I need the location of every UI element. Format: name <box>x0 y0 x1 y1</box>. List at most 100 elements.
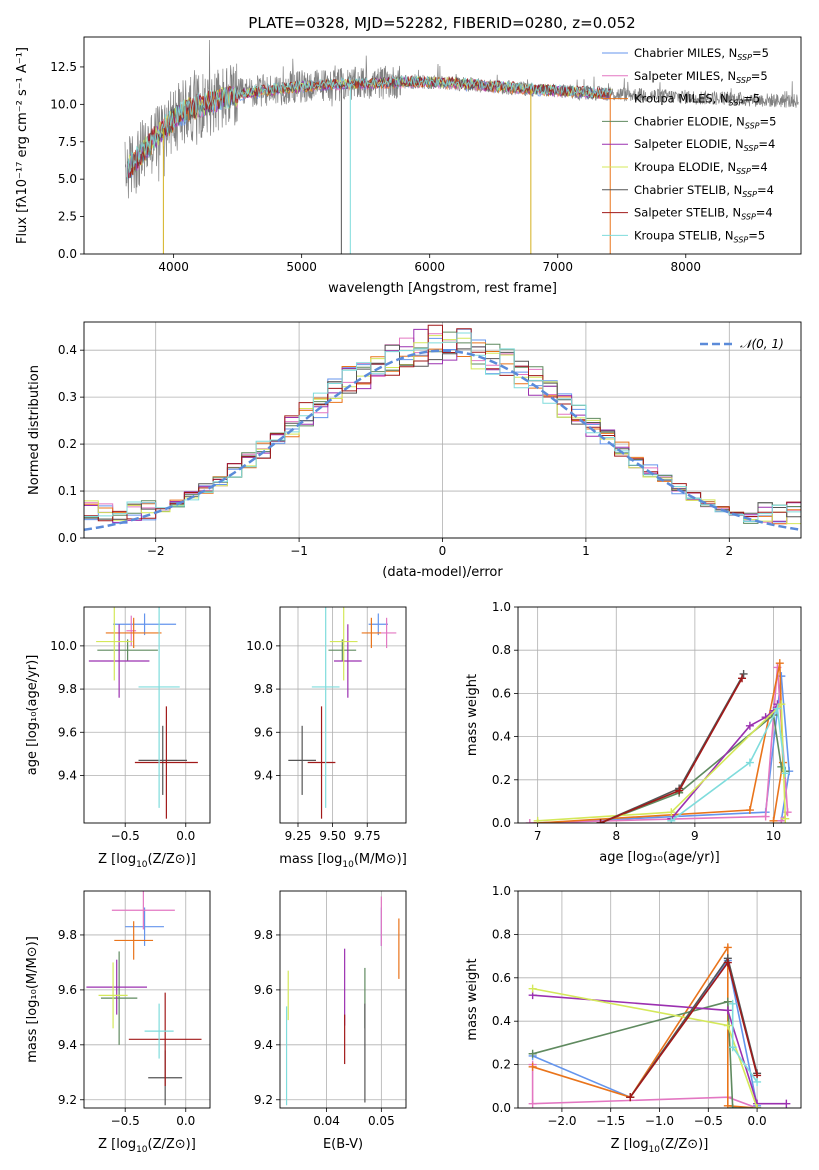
y-tick-label: 0.0 <box>58 531 77 545</box>
axes-frame <box>83 36 802 255</box>
mass-weight-marker <box>525 819 534 823</box>
panel-mass-weight-vs-age: 7 8 9 10 0.0 0.2 0.4 0.6 0.8 1.0 age [log₁₀(age/yr… <box>465 600 802 865</box>
mass-weight-marker <box>745 758 754 767</box>
axes-frame <box>83 606 211 824</box>
mass-weight-marker <box>528 1049 537 1058</box>
grid <box>84 891 210 1108</box>
y-tick-label: 12.5 <box>50 60 77 74</box>
label-part: (Z/Z⊙)] <box>660 1137 708 1152</box>
mass-weight-marker <box>723 997 732 1006</box>
x-tick-label: 0.0 <box>748 1114 767 1128</box>
label-subscript: 10 <box>136 1145 148 1155</box>
mass-weight-line <box>532 994 787 1105</box>
mass-weight-marker <box>675 786 684 795</box>
mass-weight-line <box>670 705 787 822</box>
panel-spectrum: 4000 5000 6000 7000 8000 0.0 2.5 5.0 7.5 10.0 12.5… <box>15 36 802 296</box>
y-tick-label: 10.0 <box>246 639 273 653</box>
legend-text: =4 <box>757 183 774 197</box>
legend-text: Chabrier ELODIE, N <box>634 114 745 128</box>
y-tick-label: 1.0 <box>492 884 511 898</box>
y-tick-label: 0.8 <box>492 643 511 657</box>
mass-weight-marker <box>723 1006 732 1015</box>
mass-weight-marker <box>775 659 784 668</box>
legend-text: Kroupa MILES, N <box>634 92 729 106</box>
y-tick-label: 9.2 <box>58 1093 77 1107</box>
label-part: (Z/Z⊙)] <box>148 1137 196 1152</box>
x-axis-label: wavelength [Angstrom, rest frame] <box>328 281 557 296</box>
y-tick-label: 1.0 <box>492 600 511 614</box>
legend-text: =4 <box>758 137 775 151</box>
legend-subscript: SSP <box>741 213 756 222</box>
grid <box>280 607 406 823</box>
legend-text: =5 <box>743 92 760 106</box>
y-tick-label: 9.4 <box>58 768 77 782</box>
x-tick-label: 0.05 <box>368 1114 395 1128</box>
x-tick-label: −1 <box>290 544 308 558</box>
y-tick-label: 9.8 <box>254 682 273 696</box>
y-tick-label: 9.4 <box>254 768 273 782</box>
y-tick-label: 0.4 <box>58 343 77 357</box>
gaussian-curve <box>84 349 801 532</box>
y-tick-label: 9.6 <box>58 725 77 739</box>
y-tick-label: 9.8 <box>58 928 77 942</box>
plot-area <box>88 607 198 819</box>
mass-weight-marker <box>745 721 754 730</box>
y-tick-label: 0.3 <box>58 390 77 404</box>
y-tick-label: 9.6 <box>254 983 273 997</box>
label-part: Z [log <box>98 1137 136 1152</box>
x-tick-label: 6000 <box>414 260 445 274</box>
legend-text: =4 <box>751 160 768 174</box>
axes-frame <box>279 606 407 824</box>
legend-text: Salpeter STELIB, N <box>634 206 741 220</box>
x-axis-label: Z [log10(Z/Z⊙)] <box>98 852 196 870</box>
mass-weight-marker <box>773 704 782 713</box>
y-axis-label: age [log₁₀(age/yr)] <box>25 655 40 776</box>
x-tick-label: −2 <box>147 544 165 558</box>
y-axis-label: mass weight <box>465 958 480 1040</box>
plot-area <box>285 896 400 1106</box>
label-subscript: 10 <box>136 860 148 870</box>
x-tick-label: 9.25 <box>285 829 312 843</box>
mass-weight-line <box>600 677 743 823</box>
mass-weight-marker <box>528 984 537 993</box>
mass-weight-marker <box>528 1099 537 1108</box>
legend-entry: Salpeter STELIB, NSSP=4 <box>634 206 773 222</box>
x-tick-label: 5000 <box>286 260 317 274</box>
x-tick-label: 7 <box>534 829 542 843</box>
label-part: (Z/Z⊙)] <box>148 852 196 867</box>
plot-area <box>288 607 397 819</box>
mass-weight-line <box>600 673 745 823</box>
mass-weight-marker <box>723 958 732 967</box>
legend-entry: Chabrier STELIB, NSSP=4 <box>634 183 774 199</box>
x-tick-label: 9.75 <box>354 829 381 843</box>
plot-area <box>528 943 791 1108</box>
y-tick-label: 0.0 <box>58 247 77 261</box>
legend-subscript: SSP <box>736 167 751 176</box>
panel-age-vs-mass: 9.25 9.50 9.75 9.4 9.6 9.8 10.0 mass [log10(M/M… <box>246 606 407 870</box>
model-spectrum <box>127 76 612 176</box>
figure-title: PLATE=0328, MJD=52282, FIBERID=0280, z=0… <box>248 14 635 32</box>
y-tick-label: 0.6 <box>492 971 511 985</box>
legend-text: =4 <box>756 206 773 220</box>
y-tick-label: 10.0 <box>50 639 77 653</box>
x-tick-label: 10 <box>766 829 781 843</box>
legend-entry: Chabrier MILES, NSSP=5 <box>634 46 769 62</box>
x-tick-label: 8000 <box>670 260 701 274</box>
plot-area <box>84 324 801 532</box>
legend-entry: Salpeter ELODIE, NSSP=4 <box>634 137 775 153</box>
mass-weight-marker <box>626 1093 635 1102</box>
legend-subscript: SSP <box>744 144 759 153</box>
y-tick-label: 0.2 <box>58 437 77 451</box>
legend-text: Chabrier STELIB, N <box>634 183 742 197</box>
legend-text: Kroupa STELIB, N <box>634 228 734 242</box>
legend-text: Chabrier MILES, N <box>634 46 737 60</box>
y-tick-label: 9.4 <box>58 1038 77 1052</box>
grid <box>84 607 210 823</box>
mass-weight-marker <box>728 1104 737 1108</box>
mass-weight-marker <box>781 769 790 778</box>
y-tick-label: 7.5 <box>58 135 77 149</box>
y-axis-label: mass [log₁₀(M/M⊙)] <box>25 936 40 1063</box>
axes-frame <box>517 606 802 824</box>
axes-frame <box>83 890 211 1109</box>
